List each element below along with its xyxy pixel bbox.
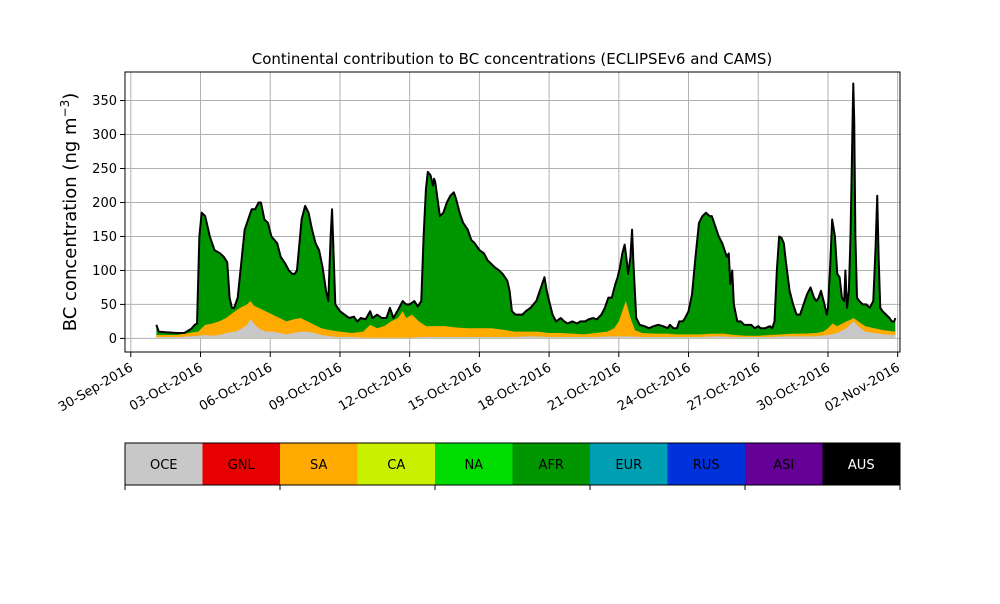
legend-label-na: NA	[464, 458, 483, 473]
x-tick-label: 21-Oct-2016	[545, 360, 623, 414]
y-tick-label: 300	[92, 128, 117, 143]
legend-swatch-afr	[512, 443, 591, 485]
x-tick-label: 30-Oct-2016	[755, 360, 833, 414]
legend-frame	[124, 442, 901, 486]
y-tick-label: 150	[92, 230, 117, 245]
x-tick-label: 03-Oct-2016	[127, 360, 205, 414]
legend-label-gnl: GNL	[228, 458, 256, 473]
legend-label-aus: AUS	[848, 458, 875, 473]
legend-label-asi: ASI	[773, 458, 794, 473]
y-tick-label: 250	[92, 162, 117, 177]
y-tick-label: 0	[109, 332, 117, 347]
x-tick-label: 09-Oct-2016	[267, 360, 345, 414]
legend-label-ca: CA	[387, 458, 405, 473]
x-tick-label: 30-Sep-2016	[56, 360, 136, 415]
legend-swatch-rus	[667, 443, 746, 485]
y-tick-label: 200	[92, 196, 117, 211]
legend-swatch-ca	[357, 443, 436, 485]
stacked-areas	[155, 82, 897, 339]
legend-swatch-asi	[745, 443, 823, 485]
y-axis: 0 50 100 150 200 250 300 350	[92, 94, 125, 347]
legend-colorbar: OCE GNL SA CA NA AFR EUR RUS ASI AUS	[124, 442, 901, 490]
legend-swatch-aus	[822, 443, 901, 485]
legend-swatch-gnl	[202, 443, 281, 485]
legend-label-oce: OCE	[150, 458, 178, 473]
y-tick-label: 350	[92, 94, 117, 109]
legend-label-sa: SA	[310, 458, 327, 473]
plot-frame	[124, 71, 901, 353]
legend-label-eur: EUR	[615, 458, 642, 473]
x-tick-label: 12-Oct-2016	[336, 360, 414, 414]
x-tick-label: 24-Oct-2016	[615, 360, 693, 414]
legend-swatch-eur	[590, 443, 668, 485]
legend-label-afr: AFR	[539, 458, 564, 473]
x-tick-label: 18-Oct-2016	[476, 360, 554, 414]
legend-label-rus: RUS	[693, 458, 720, 473]
y-tick-label: 100	[92, 264, 117, 279]
x-tick-label: 15-Oct-2016	[406, 360, 484, 414]
area-afr	[156, 83, 896, 339]
area-oce	[156, 319, 896, 339]
chart-title: Continental contribution to BC concentra…	[252, 50, 773, 68]
total-line	[155, 82, 897, 334]
legend-swatch-na	[435, 443, 513, 485]
x-axis: 30-Sep-201603-Oct-201606-Oct-201609-Oct-…	[56, 352, 903, 415]
legend-swatch-oce	[125, 443, 203, 485]
x-tick-label: 27-Oct-2016	[685, 360, 763, 414]
legend-swatch-sa	[280, 443, 358, 485]
y-tick-label: 50	[100, 298, 117, 313]
y-axis-label: BC concentration (ng m−3)	[58, 93, 81, 332]
x-tick-label: 02-Nov-2016	[822, 360, 902, 415]
x-tick-label: 06-Oct-2016	[197, 360, 275, 414]
